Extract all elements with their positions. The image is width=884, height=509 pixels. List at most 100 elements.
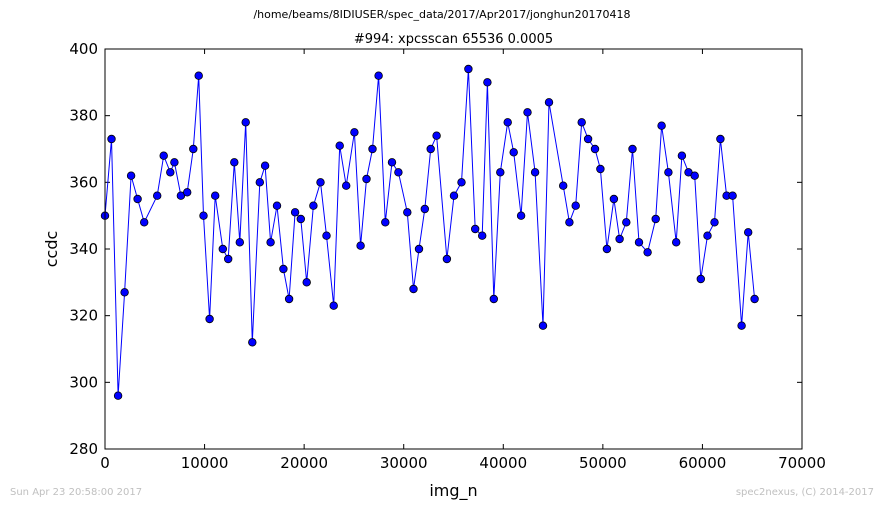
series-line	[104, 68, 756, 396]
data-point	[126, 171, 136, 180]
data-point	[703, 231, 712, 240]
data-point	[189, 144, 198, 154]
data-point	[409, 284, 418, 294]
data-point	[496, 168, 505, 177]
data-point	[628, 144, 637, 154]
x-tick-label: 10000	[181, 454, 229, 472]
data-point	[335, 141, 344, 150]
data-point	[381, 218, 390, 227]
data-point	[368, 144, 377, 154]
data-point	[590, 144, 600, 154]
data-point	[672, 238, 681, 247]
data-point	[509, 148, 518, 157]
footer-timestamp: Sun Apr 23 20:58:00 2017	[10, 487, 143, 498]
footer-credit: spec2nexus, (C) 2014-2017	[735, 487, 874, 498]
data-point	[538, 321, 548, 330]
data-point	[744, 228, 753, 237]
data-point	[235, 238, 244, 247]
y-tick-label: 300	[69, 373, 98, 391]
data-point	[426, 144, 435, 154]
series-layer	[100, 64, 759, 400]
data-point	[615, 234, 624, 244]
data-point	[634, 238, 644, 247]
data-point	[309, 201, 318, 210]
chart-title: #994: xpcsscan 65536 0.0005	[354, 32, 553, 47]
data-point	[350, 128, 359, 137]
data-point	[394, 168, 403, 177]
data-point	[664, 168, 673, 177]
data-point	[728, 191, 737, 200]
data-point	[296, 214, 305, 224]
data-point	[356, 241, 365, 250]
data-point	[374, 71, 383, 80]
y-tick-label: 280	[69, 440, 98, 458]
y-tick-label: 360	[69, 173, 98, 191]
data-point	[503, 118, 512, 127]
data-point	[457, 178, 466, 187]
data-point	[223, 254, 233, 264]
data-point	[316, 178, 325, 187]
data-point	[182, 188, 192, 197]
data-point	[166, 168, 175, 177]
data-point	[750, 294, 759, 304]
data-point	[696, 274, 705, 284]
x-tick-label: 40000	[479, 454, 527, 472]
data-point	[523, 108, 532, 117]
data-point	[516, 211, 526, 220]
x-tick-label: 30000	[380, 454, 428, 472]
data-point	[571, 201, 580, 210]
y-tick-label: 320	[69, 307, 98, 325]
data-point	[113, 391, 123, 400]
data-point	[565, 218, 574, 227]
axis-ticks: 0 10000 20000 30000 40000 50000 60000 70000 280 3…	[69, 40, 826, 472]
data-point	[272, 201, 282, 210]
data-point	[248, 338, 257, 347]
data-point	[483, 78, 492, 87]
data-point	[643, 248, 652, 257]
data-point	[710, 218, 719, 227]
data-point	[230, 158, 239, 167]
data-point	[133, 194, 142, 204]
data-point	[657, 121, 666, 130]
data-point	[716, 134, 725, 144]
x-tick-label: 50000	[579, 454, 627, 472]
y-tick-label: 400	[69, 40, 98, 58]
data-point	[260, 161, 270, 170]
data-point	[577, 118, 586, 127]
data-point	[420, 204, 429, 214]
data-point	[478, 231, 487, 240]
figure-suptitle: /home/beams/8IDIUSER/spec_data/2017/Apr2…	[253, 8, 631, 21]
data-point	[442, 254, 452, 264]
data-point	[120, 288, 129, 297]
data-point	[609, 194, 619, 204]
data-point	[266, 238, 275, 247]
data-point	[152, 191, 162, 200]
y-tick-label: 380	[69, 107, 98, 125]
data-point	[255, 178, 264, 187]
data-point	[622, 218, 631, 227]
data-point	[284, 294, 294, 304]
data-point	[290, 208, 300, 217]
x-tick-label: 70000	[778, 454, 826, 472]
data-point	[737, 321, 746, 330]
data-point	[342, 181, 351, 190]
x-tick-label: 0	[100, 454, 110, 472]
data-point	[210, 191, 220, 200]
data-point	[414, 244, 424, 254]
data-point	[176, 191, 186, 200]
x-tick-label: 20000	[280, 454, 328, 472]
data-point	[302, 278, 311, 287]
data-point	[583, 134, 593, 144]
data-point	[690, 171, 699, 180]
data-point	[241, 118, 250, 127]
y-tick-label: 340	[69, 240, 98, 258]
data-point	[199, 211, 208, 220]
data-point	[387, 158, 397, 167]
data-point	[530, 168, 540, 177]
data-point	[559, 181, 568, 190]
data-point	[432, 131, 441, 140]
data-point	[170, 158, 179, 167]
data-point	[329, 301, 338, 310]
data-point	[651, 214, 660, 224]
